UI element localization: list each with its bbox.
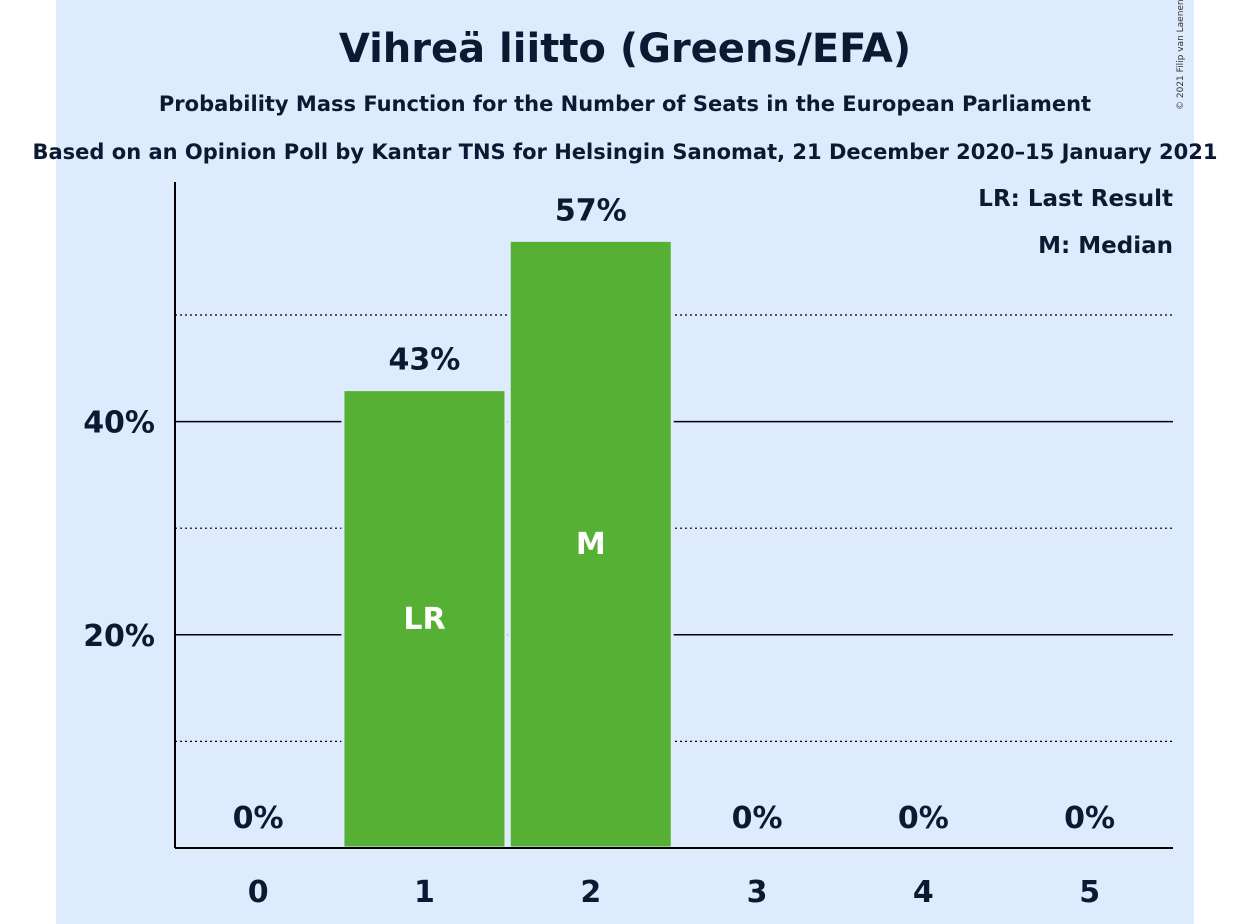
bar-value-label: 57%	[555, 193, 627, 228]
chart-subtitle: Probability Mass Function for the Number…	[158, 92, 1092, 116]
x-tick-label: 2	[580, 875, 601, 910]
y-tick-label: 40%	[83, 406, 155, 441]
bar-value-label: 0%	[1064, 801, 1115, 836]
x-tick-label: 4	[913, 875, 934, 910]
x-tick-label: 3	[747, 875, 768, 910]
bar-marker-label: LR	[403, 602, 445, 637]
legend-last-result: LR: Last Result	[978, 186, 1173, 212]
y-tick-label: 20%	[83, 619, 155, 654]
x-tick-label: 1	[414, 875, 435, 910]
chart-source: Based on an Opinion Poll by Kantar TNS f…	[32, 140, 1218, 164]
x-tick-label: 0	[248, 875, 269, 910]
bar-value-label: 0%	[233, 801, 284, 836]
bar-value-label: 43%	[389, 343, 461, 378]
x-tick-label: 5	[1079, 875, 1100, 910]
bar-marker-label: M	[576, 527, 606, 562]
legend-median: M: Median	[1038, 233, 1173, 259]
bar-value-label: 0%	[732, 801, 783, 836]
chart-title: Vihreä liitto (Greens/EFA)	[338, 26, 912, 72]
bar-value-label: 0%	[898, 801, 949, 836]
